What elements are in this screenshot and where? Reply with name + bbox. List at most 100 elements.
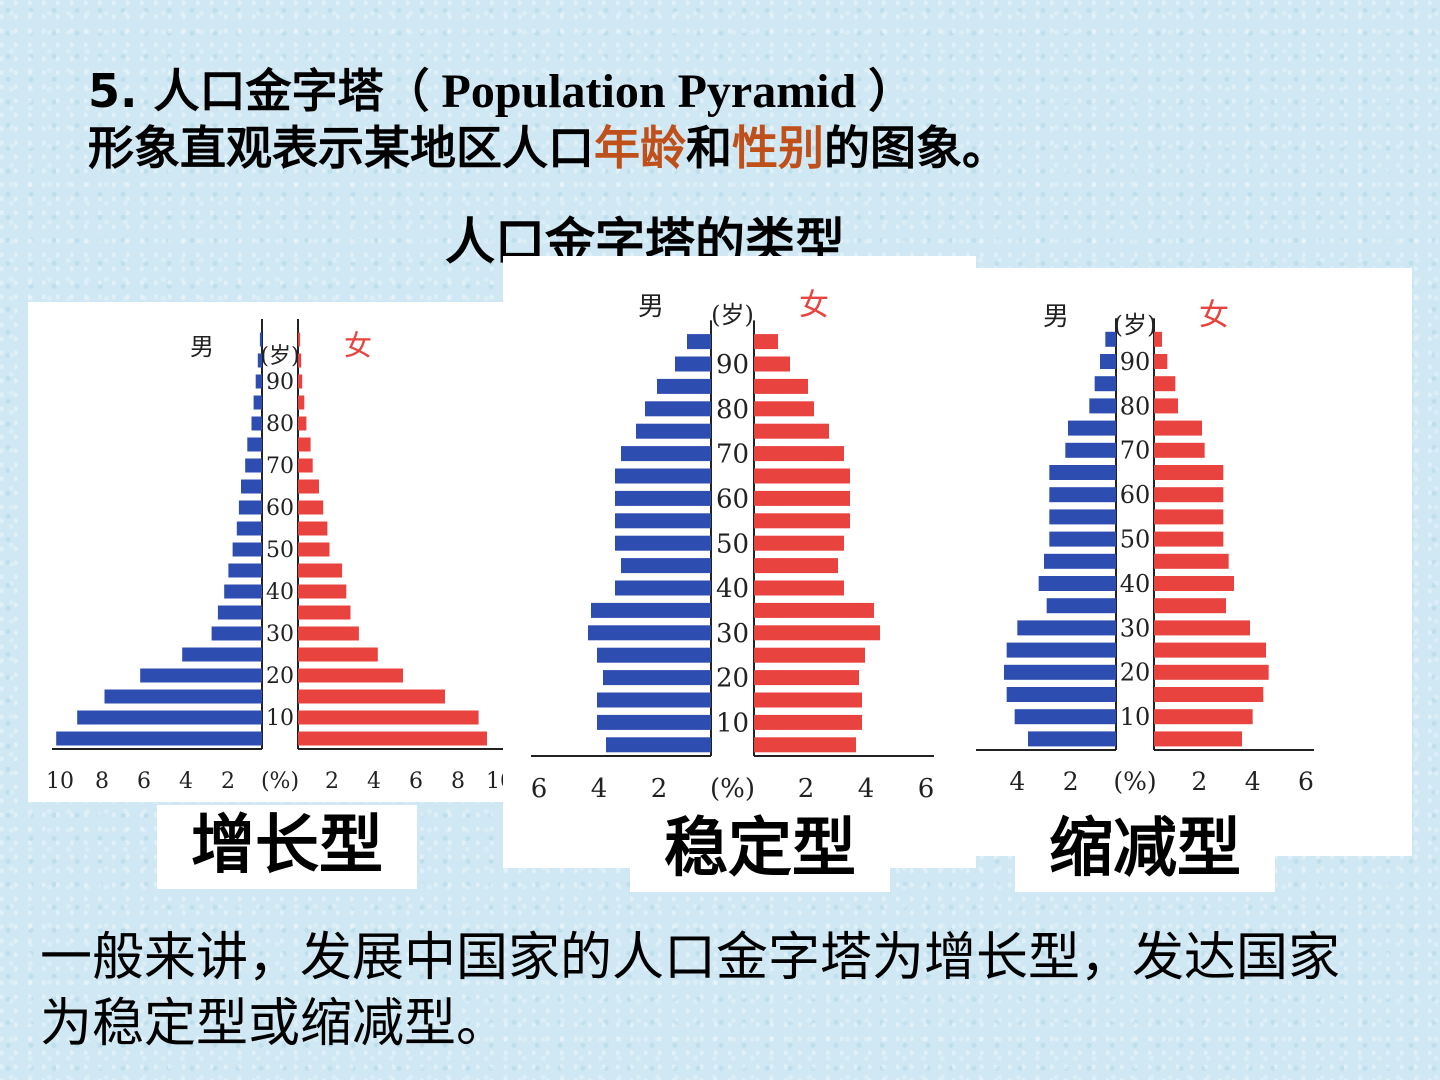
male-bar xyxy=(597,647,711,663)
age-tick-label: 60 xyxy=(716,485,749,515)
male-bar xyxy=(238,500,262,515)
x-tick-label-left: 4 xyxy=(179,769,193,794)
male-bar xyxy=(224,584,262,599)
x-tick-label-right: 10 xyxy=(486,769,504,794)
male-bar xyxy=(615,490,711,506)
title2-part-b: 和 xyxy=(686,121,732,175)
male-bar xyxy=(603,670,711,686)
female-bar xyxy=(1154,354,1168,369)
age-tick-label: 50 xyxy=(716,529,749,559)
x-tick-label-left: 2 xyxy=(651,774,668,804)
female-bar xyxy=(1154,553,1229,569)
male-bar xyxy=(1094,376,1116,392)
male-bar xyxy=(56,731,263,746)
x-tick-label-left: 4 xyxy=(591,774,608,804)
pyramid-panel-growth: 10 20 30 40 50 60 70 80 90 男 (岁) 女 10 8 6 4 2 (%) 2 4 6 8 10 xyxy=(28,302,504,802)
title-suffix: ） xyxy=(868,64,915,118)
male-bar xyxy=(236,521,262,536)
female-bar xyxy=(754,401,814,417)
male-bar xyxy=(687,334,711,350)
pct-unit-label: (%) xyxy=(710,774,755,804)
x-tick-label-right: 4 xyxy=(367,769,381,794)
x-tick-label-right: 4 xyxy=(858,774,875,804)
male-bar xyxy=(259,332,262,347)
title2-part-c: 的图象。 xyxy=(824,121,1008,175)
male-bar xyxy=(211,626,262,641)
title2-sex: 性别 xyxy=(732,121,824,175)
age-unit-label: (岁) xyxy=(1114,311,1157,339)
pyramid-type-label-decline: 缩减型 xyxy=(1015,808,1275,892)
female-bar xyxy=(1154,509,1224,525)
x-tick-label-right: 4 xyxy=(1245,767,1261,796)
female-bar xyxy=(298,458,313,473)
male-bar xyxy=(1017,620,1116,636)
male-bar xyxy=(247,437,262,452)
female-bar xyxy=(298,542,330,557)
male-bar xyxy=(257,353,262,368)
female-bar xyxy=(1154,531,1224,547)
male-bar xyxy=(241,479,262,494)
female-bar xyxy=(298,647,378,662)
age-tick-label: 10 xyxy=(266,706,294,731)
female-bar xyxy=(754,356,790,372)
male-bar xyxy=(1100,354,1116,369)
age-tick-label: 50 xyxy=(1120,526,1151,554)
female-bar xyxy=(1154,398,1178,414)
male-bar xyxy=(657,378,711,394)
female-bar xyxy=(298,332,301,347)
male-bar xyxy=(232,542,262,557)
female-bar xyxy=(754,423,829,439)
male-bar xyxy=(1006,642,1116,658)
female-bar xyxy=(1154,598,1226,614)
male-bar xyxy=(597,714,711,730)
male-bar xyxy=(245,458,262,473)
age-unit-label: (岁) xyxy=(711,301,754,329)
male-bar xyxy=(1049,487,1116,503)
female-bar xyxy=(298,479,319,494)
age-tick-label: 60 xyxy=(266,496,294,521)
female-bar xyxy=(298,605,351,620)
age-tick-label: 40 xyxy=(716,574,749,604)
male-bar xyxy=(615,535,711,551)
age-tick-label: 30 xyxy=(716,619,749,649)
female-bar xyxy=(1154,376,1176,392)
female-bar xyxy=(754,378,808,394)
female-bar xyxy=(298,395,305,410)
female-bar xyxy=(1154,620,1250,636)
male-bar xyxy=(1068,420,1116,436)
female-bar xyxy=(298,563,343,578)
pct-unit-label: (%) xyxy=(1113,767,1156,796)
age-tick-label: 70 xyxy=(266,454,294,479)
male-bar xyxy=(1028,731,1116,747)
female-bar xyxy=(754,468,850,484)
female-bar xyxy=(298,668,403,683)
male-bar xyxy=(615,580,711,596)
x-tick-label-right: 6 xyxy=(918,774,935,804)
female-bar xyxy=(1154,465,1224,480)
male-bar xyxy=(1014,709,1116,725)
female-bar xyxy=(298,731,487,746)
age-unit-label: (岁) xyxy=(260,344,299,369)
female-bar xyxy=(298,374,303,389)
x-tick-label-right: 2 xyxy=(1191,767,1207,796)
x-tick-label-left: 6 xyxy=(137,769,151,794)
female-bar xyxy=(754,602,874,618)
female-bar xyxy=(754,580,844,596)
male-bar xyxy=(636,423,711,439)
male-bar xyxy=(621,446,711,462)
male-bar xyxy=(253,395,262,410)
male-bar xyxy=(1049,465,1116,480)
male-bar xyxy=(1049,531,1116,547)
male-bar xyxy=(228,563,262,578)
age-tick-label: 80 xyxy=(1120,392,1151,420)
female-label: 女 xyxy=(1199,298,1229,333)
male-bar xyxy=(645,401,711,417)
female-bar xyxy=(298,437,311,452)
age-tick-label: 10 xyxy=(716,709,749,739)
male-bar xyxy=(1004,664,1116,680)
female-bar xyxy=(1154,442,1205,458)
x-tick-label-right: 6 xyxy=(409,769,423,794)
male-bar xyxy=(140,668,262,683)
